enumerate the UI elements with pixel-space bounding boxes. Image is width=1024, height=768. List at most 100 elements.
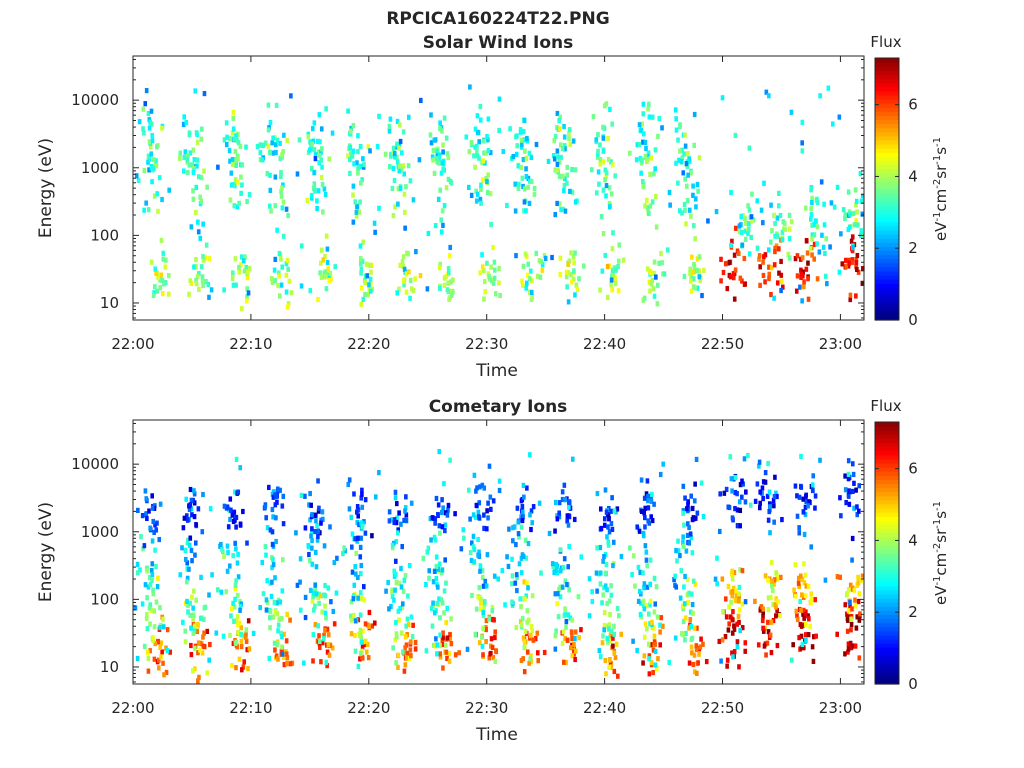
flux-cell (411, 197, 416, 203)
flux-cell (427, 568, 432, 574)
flux-cell (706, 218, 710, 224)
flux-cell (523, 148, 527, 154)
colorbar-segment (875, 516, 899, 521)
flux-cell (273, 609, 278, 615)
flux-cell (743, 215, 747, 221)
flux-cell (196, 229, 201, 235)
flux-cell (466, 487, 471, 493)
flux-cell (377, 205, 381, 211)
flux-cell (748, 502, 753, 508)
heatmap-solar-wind (134, 84, 865, 312)
flux-cell (317, 112, 322, 118)
flux-cell (148, 621, 152, 627)
flux-cell (766, 577, 770, 583)
flux-cell (443, 522, 448, 528)
flux-cell (598, 506, 603, 512)
flux-cell (761, 628, 766, 634)
colorbar-segment (875, 643, 899, 648)
flux-cell (795, 253, 800, 259)
flux-cell (319, 274, 324, 280)
flux-cell (355, 160, 359, 166)
flux-cell (557, 500, 562, 506)
flux-cell (258, 605, 262, 611)
flux-cell (407, 656, 412, 662)
flux-cell (481, 609, 486, 616)
flux-cell (197, 286, 201, 292)
flux-cell (652, 575, 657, 581)
flux-cell (860, 211, 865, 217)
flux-cell (772, 212, 777, 219)
flux-cell (497, 127, 501, 134)
flux-cell (787, 212, 792, 219)
flux-cell (324, 106, 328, 112)
flux-cell (606, 539, 611, 545)
flux-cell (683, 132, 687, 138)
flux-cell (155, 191, 160, 197)
flux-cell (393, 571, 398, 577)
flux-cell (306, 134, 311, 140)
colorbar-segment (875, 675, 899, 681)
flux-cell (520, 517, 525, 524)
flux-cell (398, 605, 402, 612)
flux-cell (769, 559, 774, 566)
flux-cell (406, 163, 411, 169)
flux-cell (779, 258, 783, 265)
flux-cell (196, 506, 201, 512)
flux-cell (672, 576, 676, 583)
flux-cell (360, 596, 364, 602)
flux-cell (477, 640, 482, 646)
flux-cell (397, 145, 401, 151)
flux-cell (437, 155, 441, 161)
flux-cell (432, 170, 437, 176)
flux-cell (572, 516, 577, 523)
flux-cell (219, 589, 224, 595)
flux-cell (313, 151, 318, 158)
flux-cell (319, 593, 323, 599)
flux-cell (373, 229, 377, 235)
flux-cell (723, 596, 728, 602)
flux-cell (595, 490, 600, 497)
flux-cell (661, 461, 665, 467)
flux-cell (681, 534, 685, 540)
flux-cell (639, 508, 644, 514)
flux-cell (280, 503, 285, 509)
flux-cell (191, 169, 196, 175)
flux-cell (150, 505, 155, 511)
flux-cell (565, 513, 570, 519)
flux-cell (141, 126, 145, 132)
flux-cell (417, 157, 422, 163)
flux-cell (188, 278, 193, 284)
flux-cell (284, 638, 289, 644)
flux-cell (651, 286, 656, 292)
figure-title: RPCICA160224T22.PNG (386, 9, 609, 29)
flux-cell (265, 171, 270, 177)
flux-cell (396, 186, 401, 192)
flux-cell (150, 493, 155, 499)
flux-cell (491, 655, 496, 661)
flux-cell (358, 554, 363, 560)
flux-cell (649, 514, 654, 520)
flux-cell (846, 189, 851, 195)
flux-cell (840, 261, 845, 267)
flux-cell (489, 636, 494, 642)
flux-cell (314, 564, 319, 570)
flux-cell (440, 128, 444, 134)
flux-cell (850, 461, 855, 467)
flux-cell (271, 556, 275, 563)
flux-cell (607, 626, 611, 632)
flux-cell (510, 581, 514, 587)
flux-cell (560, 496, 565, 503)
flux-cell (803, 504, 808, 510)
flux-cell (442, 610, 446, 616)
y-axis-label-solar-wind: Energy (eV) (36, 138, 56, 238)
flux-cell (276, 622, 281, 628)
flux-cell (789, 657, 794, 663)
flux-cell (687, 156, 691, 162)
flux-cell (255, 143, 260, 150)
flux-cell (222, 287, 226, 293)
flux-cell (202, 616, 206, 622)
flux-cell (693, 236, 697, 242)
flux-cell (843, 487, 848, 493)
flux-cell (146, 159, 150, 165)
flux-cell (281, 199, 286, 205)
